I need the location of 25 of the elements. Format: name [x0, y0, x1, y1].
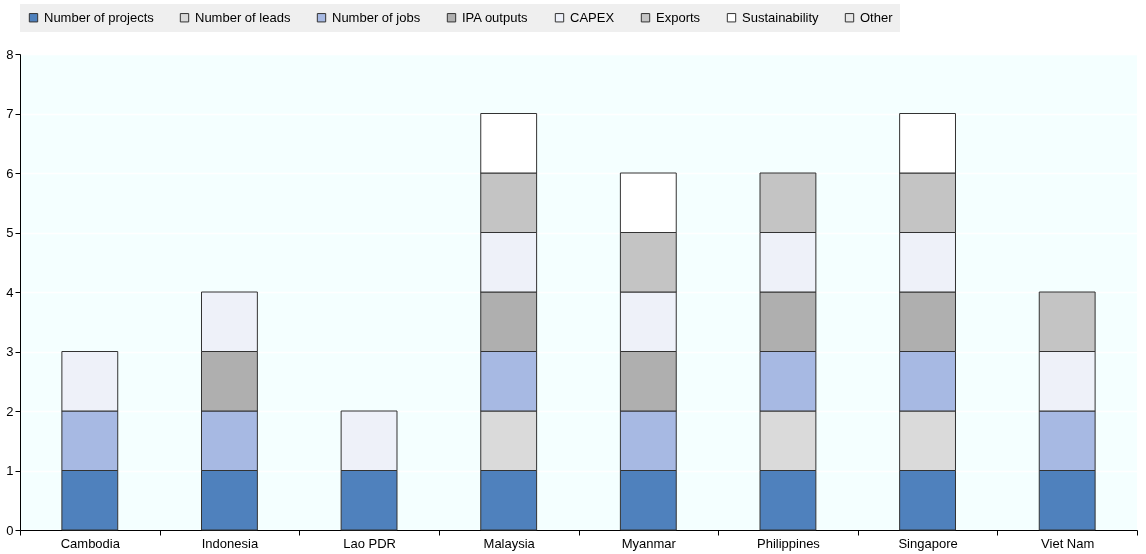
legend-label: Number of jobs [332, 9, 421, 25]
y-tick-label: 5 [6, 225, 14, 240]
x-tick-label: Cambodia [60, 535, 121, 551]
y-tick-label: 8 [6, 46, 14, 62]
y-tick-label: 7 [6, 106, 14, 121]
x-tick-label: Myanmar [621, 535, 677, 551]
y-tick-label: 3 [6, 344, 14, 359]
y-tick-label: 6 [6, 165, 14, 181]
x-tick-label: Viet Nam [1041, 535, 1095, 551]
x-tick-label: Singapore [898, 535, 958, 551]
legend-label: Sustainability [742, 9, 820, 25]
x-tick-label: Lao PDR [343, 535, 396, 551]
x-tick-label: Indonesia [201, 535, 259, 551]
legend-label: Other [860, 9, 894, 25]
y-tick-label: 0 [6, 522, 14, 538]
legend-label: Number of projects [44, 9, 155, 25]
legend-label: CAPEX [570, 9, 615, 25]
legend-label: Number of leads [195, 9, 291, 25]
y-tick-label: 2 [6, 403, 14, 419]
x-tick-label: Malaysia [483, 535, 536, 551]
legend-label: Exports [656, 9, 701, 25]
x-tick-label: Philippines [757, 535, 821, 551]
legend-label: IPA outputs [462, 9, 529, 25]
y-tick-label: 1 [6, 463, 14, 478]
y-tick-label: 4 [6, 284, 14, 300]
